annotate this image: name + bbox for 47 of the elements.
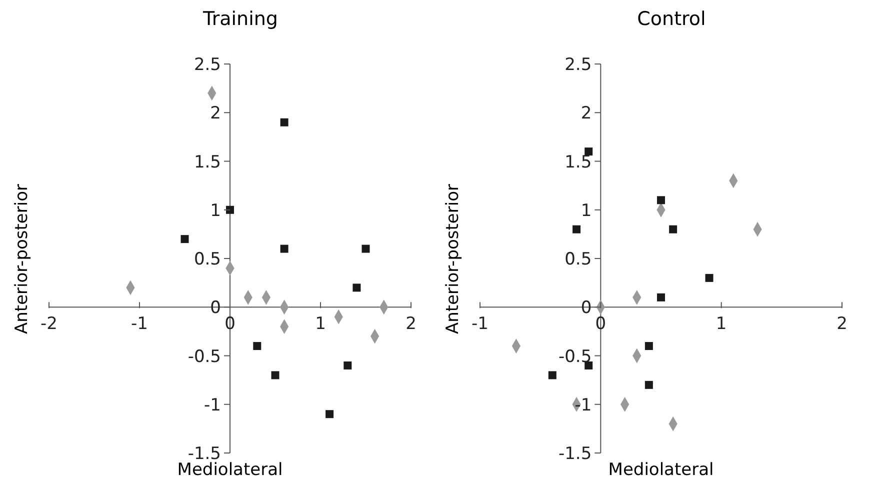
- point: [644, 342, 653, 350]
- x-tick-label: -1: [131, 314, 148, 334]
- point: [669, 225, 678, 234]
- point: [226, 206, 234, 214]
- y-tick-label: 0.5: [194, 250, 221, 270]
- y-tick-label: 2: [580, 104, 592, 124]
- y-axis-title: Anterior-posterior: [443, 184, 463, 334]
- x-tick-label: 1: [716, 314, 727, 334]
- point: [657, 293, 665, 302]
- y-tick-label: 2: [210, 104, 221, 124]
- point: [180, 235, 189, 244]
- y-tick-label: 2.5: [194, 55, 221, 75]
- point: [584, 148, 593, 156]
- point: [352, 284, 361, 292]
- y-tick-label: 0.5: [564, 250, 592, 270]
- point: [548, 371, 556, 380]
- x-axis-title: Mediolateral: [177, 460, 283, 480]
- x-tick-label: 2: [406, 314, 416, 334]
- point: [271, 371, 280, 380]
- x-tick-label: 1: [315, 314, 326, 334]
- chart-title: Control: [636, 8, 707, 32]
- y-tick-label: 1.5: [194, 152, 221, 172]
- point: [362, 244, 370, 253]
- point: [280, 118, 288, 126]
- y-axis-title: Anterior-posterior: [12, 184, 32, 334]
- y-tick-label: 1: [210, 200, 221, 221]
- y-tick-label: -1: [574, 395, 592, 416]
- y-tick-label: -0.5: [188, 346, 221, 367]
- x-tick-label: 2: [836, 314, 848, 334]
- point: [344, 361, 352, 370]
- y-tick-label: 1: [580, 200, 592, 221]
- y-tick-label: 1.5: [564, 152, 592, 172]
- x-axis-title: Mediolateral: [608, 460, 714, 480]
- point: [280, 244, 288, 253]
- point: [644, 380, 653, 389]
- x-tick-label: -2: [40, 314, 58, 334]
- point: [253, 342, 262, 350]
- point: [326, 410, 334, 418]
- point: [572, 225, 581, 234]
- point: [705, 274, 714, 282]
- y-tick-label: 2.5: [564, 55, 592, 75]
- y-tick-label: -1: [204, 395, 221, 416]
- chart-title: Training: [202, 8, 279, 32]
- x-tick-label: -1: [472, 314, 488, 334]
- y-tick-label: -0.5: [558, 346, 592, 367]
- point: [657, 196, 665, 204]
- y-tick-label: -1.5: [558, 444, 592, 464]
